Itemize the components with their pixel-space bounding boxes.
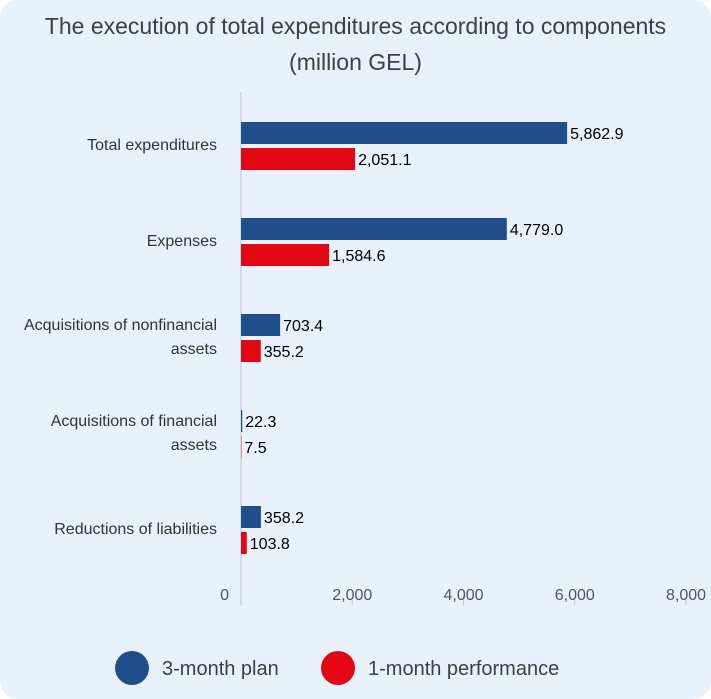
value-label: 703.4 xyxy=(283,318,323,335)
value-label: 22.3 xyxy=(245,414,276,431)
bar xyxy=(241,506,261,528)
value-label: 4,779.0 xyxy=(510,222,563,239)
category-label: Expenses xyxy=(146,233,217,250)
bar xyxy=(241,122,568,144)
legend-label: 1-month performance xyxy=(368,658,559,680)
x-tick-label: 0 xyxy=(220,587,229,604)
x-tick-label: 6,000 xyxy=(555,587,595,604)
value-label: 1,584.6 xyxy=(332,248,385,265)
value-label: 5,862.9 xyxy=(570,126,623,143)
value-label: 355.2 xyxy=(264,344,304,361)
value-label: 7.5 xyxy=(244,440,266,457)
bar xyxy=(241,218,507,240)
category-label: Acquisitions of financial assets xyxy=(50,413,217,454)
value-label: 2,051.1 xyxy=(358,152,411,169)
x-tick-label: 4,000 xyxy=(443,587,483,604)
legend-swatch xyxy=(321,651,355,685)
legend-swatch xyxy=(115,651,149,685)
bar xyxy=(241,244,330,266)
bar xyxy=(241,314,281,336)
chart-title: The execution of total expenditures acco… xyxy=(44,13,667,75)
category-label: Total expenditures xyxy=(87,137,217,154)
bar xyxy=(241,148,356,170)
category-label: Reductions of liabilities xyxy=(54,521,217,538)
x-tick-label: 8,000 xyxy=(666,587,706,604)
value-label: 103.8 xyxy=(250,536,290,553)
bar xyxy=(241,532,247,554)
value-label: 358.2 xyxy=(264,510,304,527)
x-tick-label: 2,000 xyxy=(332,587,372,604)
category-label: Acquisitions of nonfinancial assets xyxy=(23,317,217,358)
legend-label: 3-month plan xyxy=(162,658,279,680)
bar xyxy=(241,410,243,432)
bar xyxy=(241,340,261,362)
